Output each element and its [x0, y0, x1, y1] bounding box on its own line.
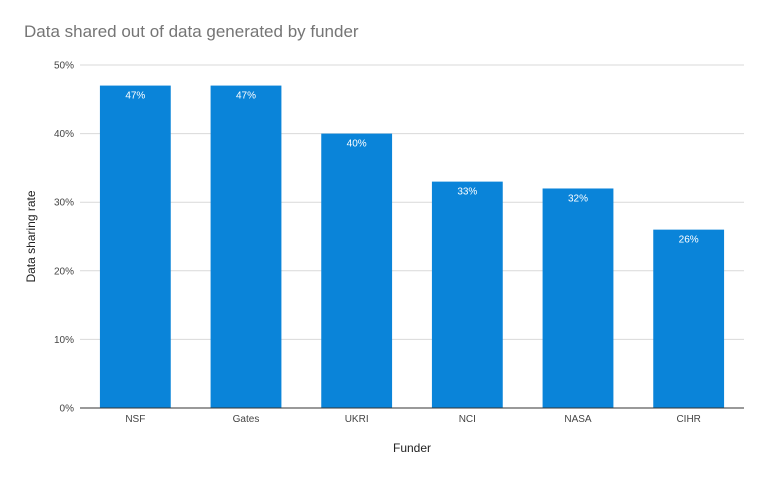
- y-tick-label: 20%: [54, 266, 74, 277]
- data-label-gates: 47%: [236, 91, 256, 102]
- x-axis-ticks: NSF Gates UKRI NCI NASA CIHR: [125, 414, 701, 425]
- gridlines: [80, 64, 744, 340]
- x-tick-label-ukri: UKRI: [345, 414, 369, 425]
- data-label-nasa: 32%: [568, 193, 588, 204]
- y-tick-label: 50%: [54, 61, 74, 72]
- bar-gates[interactable]: [210, 85, 282, 408]
- bar-nasa[interactable]: [542, 188, 614, 408]
- x-tick-label-cihr: CIHR: [676, 414, 700, 425]
- bar-cihr[interactable]: [653, 229, 725, 408]
- x-tick-label-nsf: NSF: [125, 414, 145, 425]
- bar-nci[interactable]: [431, 181, 503, 408]
- y-axis-title: Data sharing rate: [24, 190, 38, 282]
- bar-nsf[interactable]: [99, 85, 171, 408]
- data-label-nci: 33%: [457, 187, 477, 198]
- y-tick-label: 40%: [54, 129, 74, 140]
- x-tick-label-nasa: NASA: [564, 414, 592, 425]
- bar-ukri[interactable]: [321, 133, 393, 408]
- x-axis-title: Funder: [393, 441, 431, 455]
- data-label-ukri: 40%: [347, 139, 367, 150]
- bars: [99, 85, 725, 408]
- chart-title: Data shared out of data generated by fun…: [24, 22, 359, 41]
- x-tick-label-gates: Gates: [233, 414, 260, 425]
- data-label-cihr: 26%: [679, 235, 699, 246]
- y-tick-label: 10%: [54, 335, 74, 346]
- data-label-nsf: 47%: [125, 91, 145, 102]
- y-tick-label: 30%: [54, 198, 74, 209]
- x-tick-label-nci: NCI: [459, 414, 476, 425]
- y-axis-ticks: 0% 10% 20% 30% 40% 50%: [54, 61, 74, 415]
- y-tick-label: 0%: [60, 404, 75, 415]
- data-labels: 47% 47% 40% 33% 32% 26%: [125, 91, 698, 246]
